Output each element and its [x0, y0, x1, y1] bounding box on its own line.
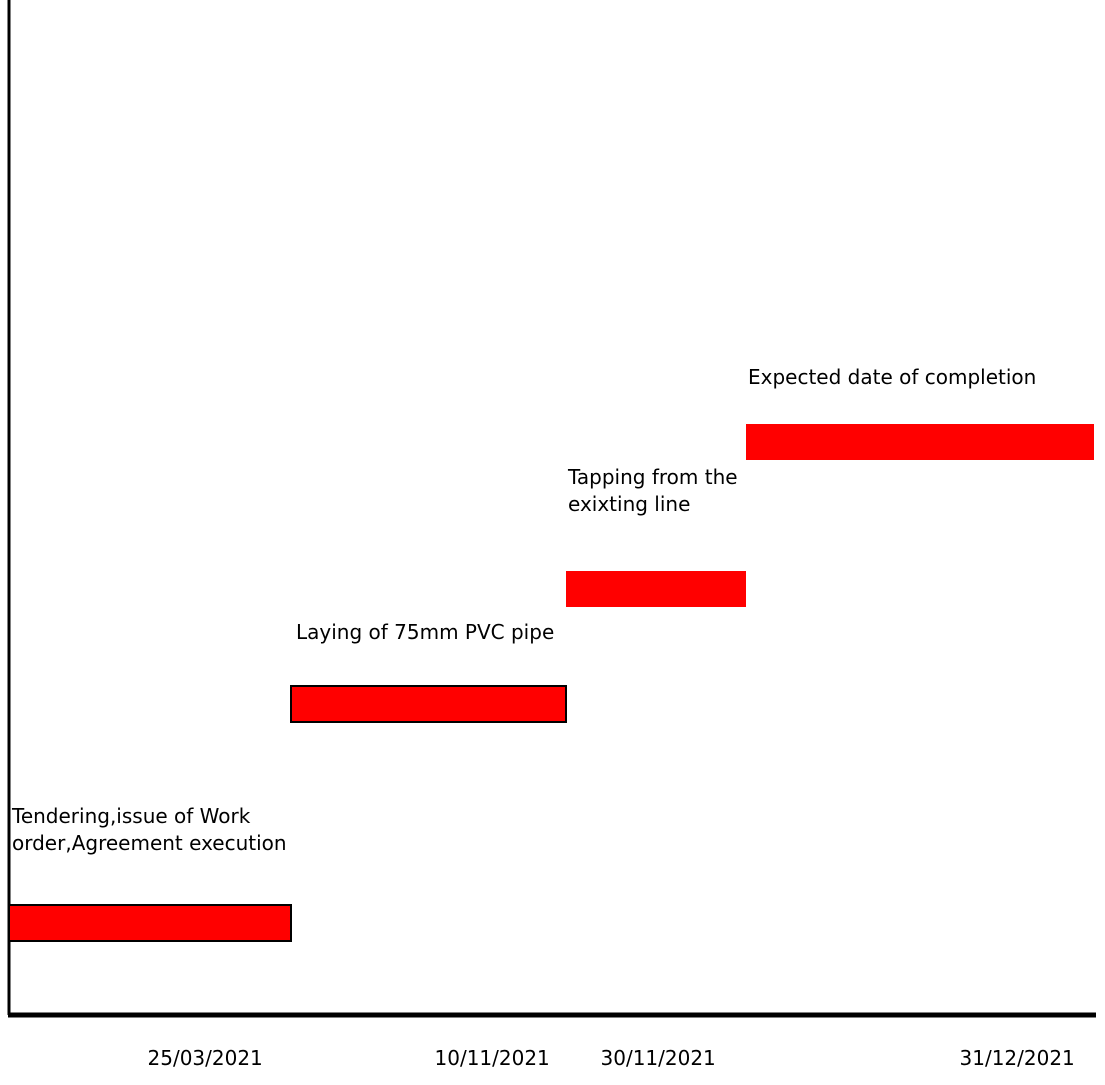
x-tick-label-2: 10/11/2021	[434, 1046, 550, 1070]
x-tick-label-4: 31/12/2021	[959, 1046, 1075, 1070]
task-label-2: Laying of 75mm PVC pipe	[296, 620, 555, 644]
gantt-bar-3	[566, 571, 746, 607]
x-tick-label-1: 25/03/2021	[147, 1046, 263, 1070]
task-label-4: Expected date of completion	[748, 365, 1037, 389]
gantt-bar-1	[8, 904, 292, 942]
task-label-3: Tapping from the exixting line	[568, 465, 738, 516]
task-label-1: Tendering,issue of Work order,Agreement …	[12, 804, 287, 855]
x-tick-label-3: 30/11/2021	[600, 1046, 716, 1070]
gantt-bar-4	[746, 424, 1094, 460]
gantt-bar-2	[290, 685, 567, 723]
